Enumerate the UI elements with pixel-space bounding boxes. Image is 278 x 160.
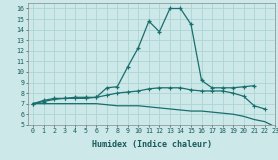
X-axis label: Humidex (Indice chaleur): Humidex (Indice chaleur) xyxy=(91,140,212,149)
